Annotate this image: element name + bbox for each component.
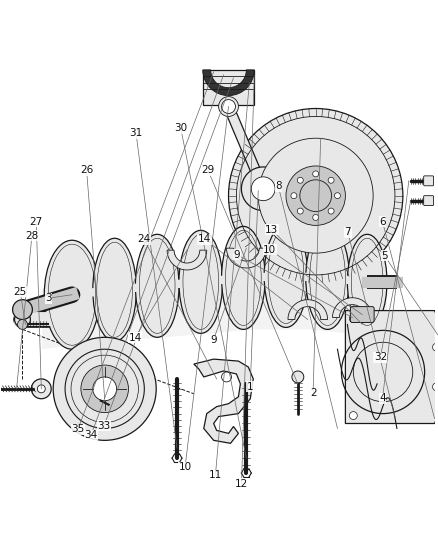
Circle shape [335, 193, 340, 199]
Ellipse shape [347, 235, 387, 329]
Text: 29: 29 [201, 165, 215, 175]
Circle shape [350, 314, 357, 322]
Circle shape [258, 138, 373, 253]
Text: 27: 27 [30, 216, 43, 227]
Text: 2: 2 [310, 388, 316, 398]
FancyBboxPatch shape [424, 176, 434, 186]
Text: 25: 25 [14, 287, 27, 297]
Circle shape [292, 371, 304, 383]
Polygon shape [167, 250, 207, 270]
Circle shape [300, 180, 332, 212]
Text: 32: 32 [374, 352, 387, 362]
Circle shape [18, 319, 28, 329]
Circle shape [53, 337, 156, 440]
FancyBboxPatch shape [424, 196, 434, 206]
Text: 14: 14 [129, 333, 142, 343]
Text: 4: 4 [379, 393, 386, 403]
Text: 34: 34 [84, 431, 98, 440]
Polygon shape [288, 300, 328, 319]
Polygon shape [203, 70, 254, 104]
Text: 26: 26 [80, 165, 93, 175]
Circle shape [37, 385, 45, 393]
Ellipse shape [179, 230, 223, 333]
Circle shape [433, 343, 438, 351]
Circle shape [14, 312, 30, 327]
Circle shape [291, 193, 297, 199]
Ellipse shape [306, 227, 350, 329]
Text: 10: 10 [263, 245, 276, 255]
Circle shape [286, 166, 346, 225]
Circle shape [297, 208, 303, 214]
Circle shape [328, 208, 334, 214]
Text: 9: 9 [210, 335, 217, 345]
Text: 12: 12 [235, 479, 248, 489]
Ellipse shape [93, 238, 136, 341]
Text: 8: 8 [275, 181, 282, 191]
Circle shape [241, 167, 285, 211]
Polygon shape [332, 298, 372, 318]
Circle shape [350, 411, 357, 419]
Circle shape [229, 109, 403, 283]
Ellipse shape [264, 224, 308, 327]
Circle shape [71, 355, 138, 423]
Polygon shape [346, 311, 438, 424]
Circle shape [32, 379, 51, 399]
Circle shape [222, 372, 232, 382]
Text: 3: 3 [45, 293, 52, 303]
Circle shape [297, 177, 303, 183]
Circle shape [313, 214, 319, 221]
Text: 10: 10 [179, 462, 192, 472]
Wedge shape [203, 70, 254, 95]
Circle shape [219, 96, 238, 116]
Circle shape [93, 377, 117, 401]
Ellipse shape [44, 240, 100, 349]
Text: 30: 30 [174, 123, 187, 133]
Polygon shape [194, 359, 253, 443]
Text: 6: 6 [379, 216, 386, 227]
Ellipse shape [222, 227, 265, 329]
Circle shape [13, 300, 32, 319]
Text: 11: 11 [209, 470, 222, 480]
Circle shape [81, 365, 128, 413]
FancyBboxPatch shape [350, 306, 374, 322]
Text: 33: 33 [97, 421, 110, 431]
Text: 28: 28 [25, 231, 39, 241]
Text: 7: 7 [344, 227, 351, 237]
Text: 13: 13 [265, 224, 279, 235]
Circle shape [328, 177, 334, 183]
Text: 35: 35 [71, 424, 85, 434]
Circle shape [313, 171, 319, 177]
Polygon shape [42, 258, 387, 349]
Circle shape [433, 383, 438, 391]
Text: 5: 5 [381, 251, 388, 261]
Text: 1: 1 [247, 382, 254, 392]
Text: 14: 14 [198, 234, 211, 244]
Text: 31: 31 [130, 128, 143, 139]
Polygon shape [224, 104, 268, 191]
Circle shape [222, 100, 236, 114]
Circle shape [251, 177, 275, 200]
Text: 9: 9 [234, 250, 240, 260]
Text: 24: 24 [137, 234, 151, 244]
Polygon shape [226, 248, 266, 268]
Ellipse shape [135, 235, 179, 337]
